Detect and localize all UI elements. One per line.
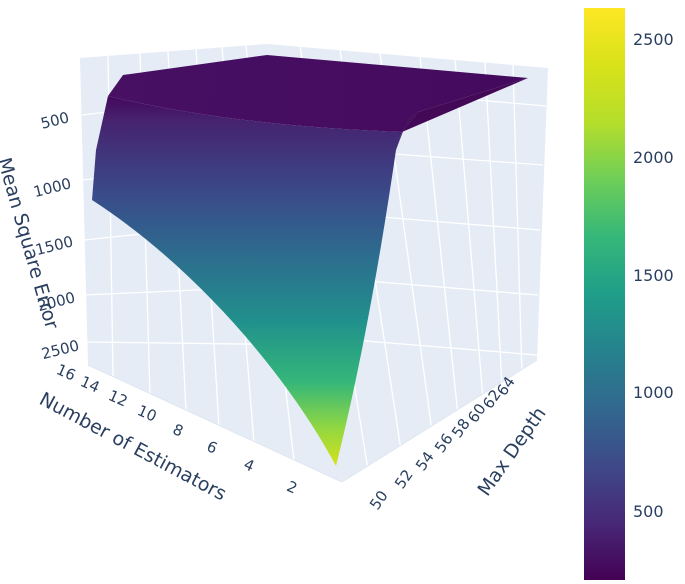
x-tick: 16: [54, 360, 79, 384]
x-tick: 12: [106, 386, 131, 410]
z-tick: 500: [39, 108, 71, 132]
y-tick: 54: [412, 448, 438, 474]
x-tick: 14: [78, 372, 103, 396]
x-tick: 10: [135, 401, 160, 425]
z-tick: 1000: [32, 174, 73, 201]
surface-front-face: [92, 96, 402, 466]
colorbar-tick: 500: [633, 502, 664, 521]
x-tick: 2: [284, 477, 300, 497]
colorbar-ticks: 500 1000 1500 2000 2500: [633, 30, 674, 521]
x-tick: 8: [170, 420, 186, 440]
y-tick: 50: [366, 487, 392, 513]
colorbar-tick: 2000: [633, 148, 674, 167]
surface-top-face: [108, 55, 528, 132]
floor-edges: [87, 359, 538, 483]
x-tick: 6: [204, 437, 220, 457]
x-tick: 4: [241, 455, 257, 475]
y-axis-title: Max Depth: [473, 403, 550, 500]
colorbar-tick: 1500: [633, 266, 674, 285]
surface-right-face: [402, 78, 528, 132]
colorbar-tick: 2500: [633, 30, 674, 49]
colorbar-tick: 1000: [633, 383, 674, 402]
colorbar: [584, 8, 625, 580]
z-tick: 2500: [40, 336, 81, 363]
y-tick: 52: [391, 466, 417, 492]
